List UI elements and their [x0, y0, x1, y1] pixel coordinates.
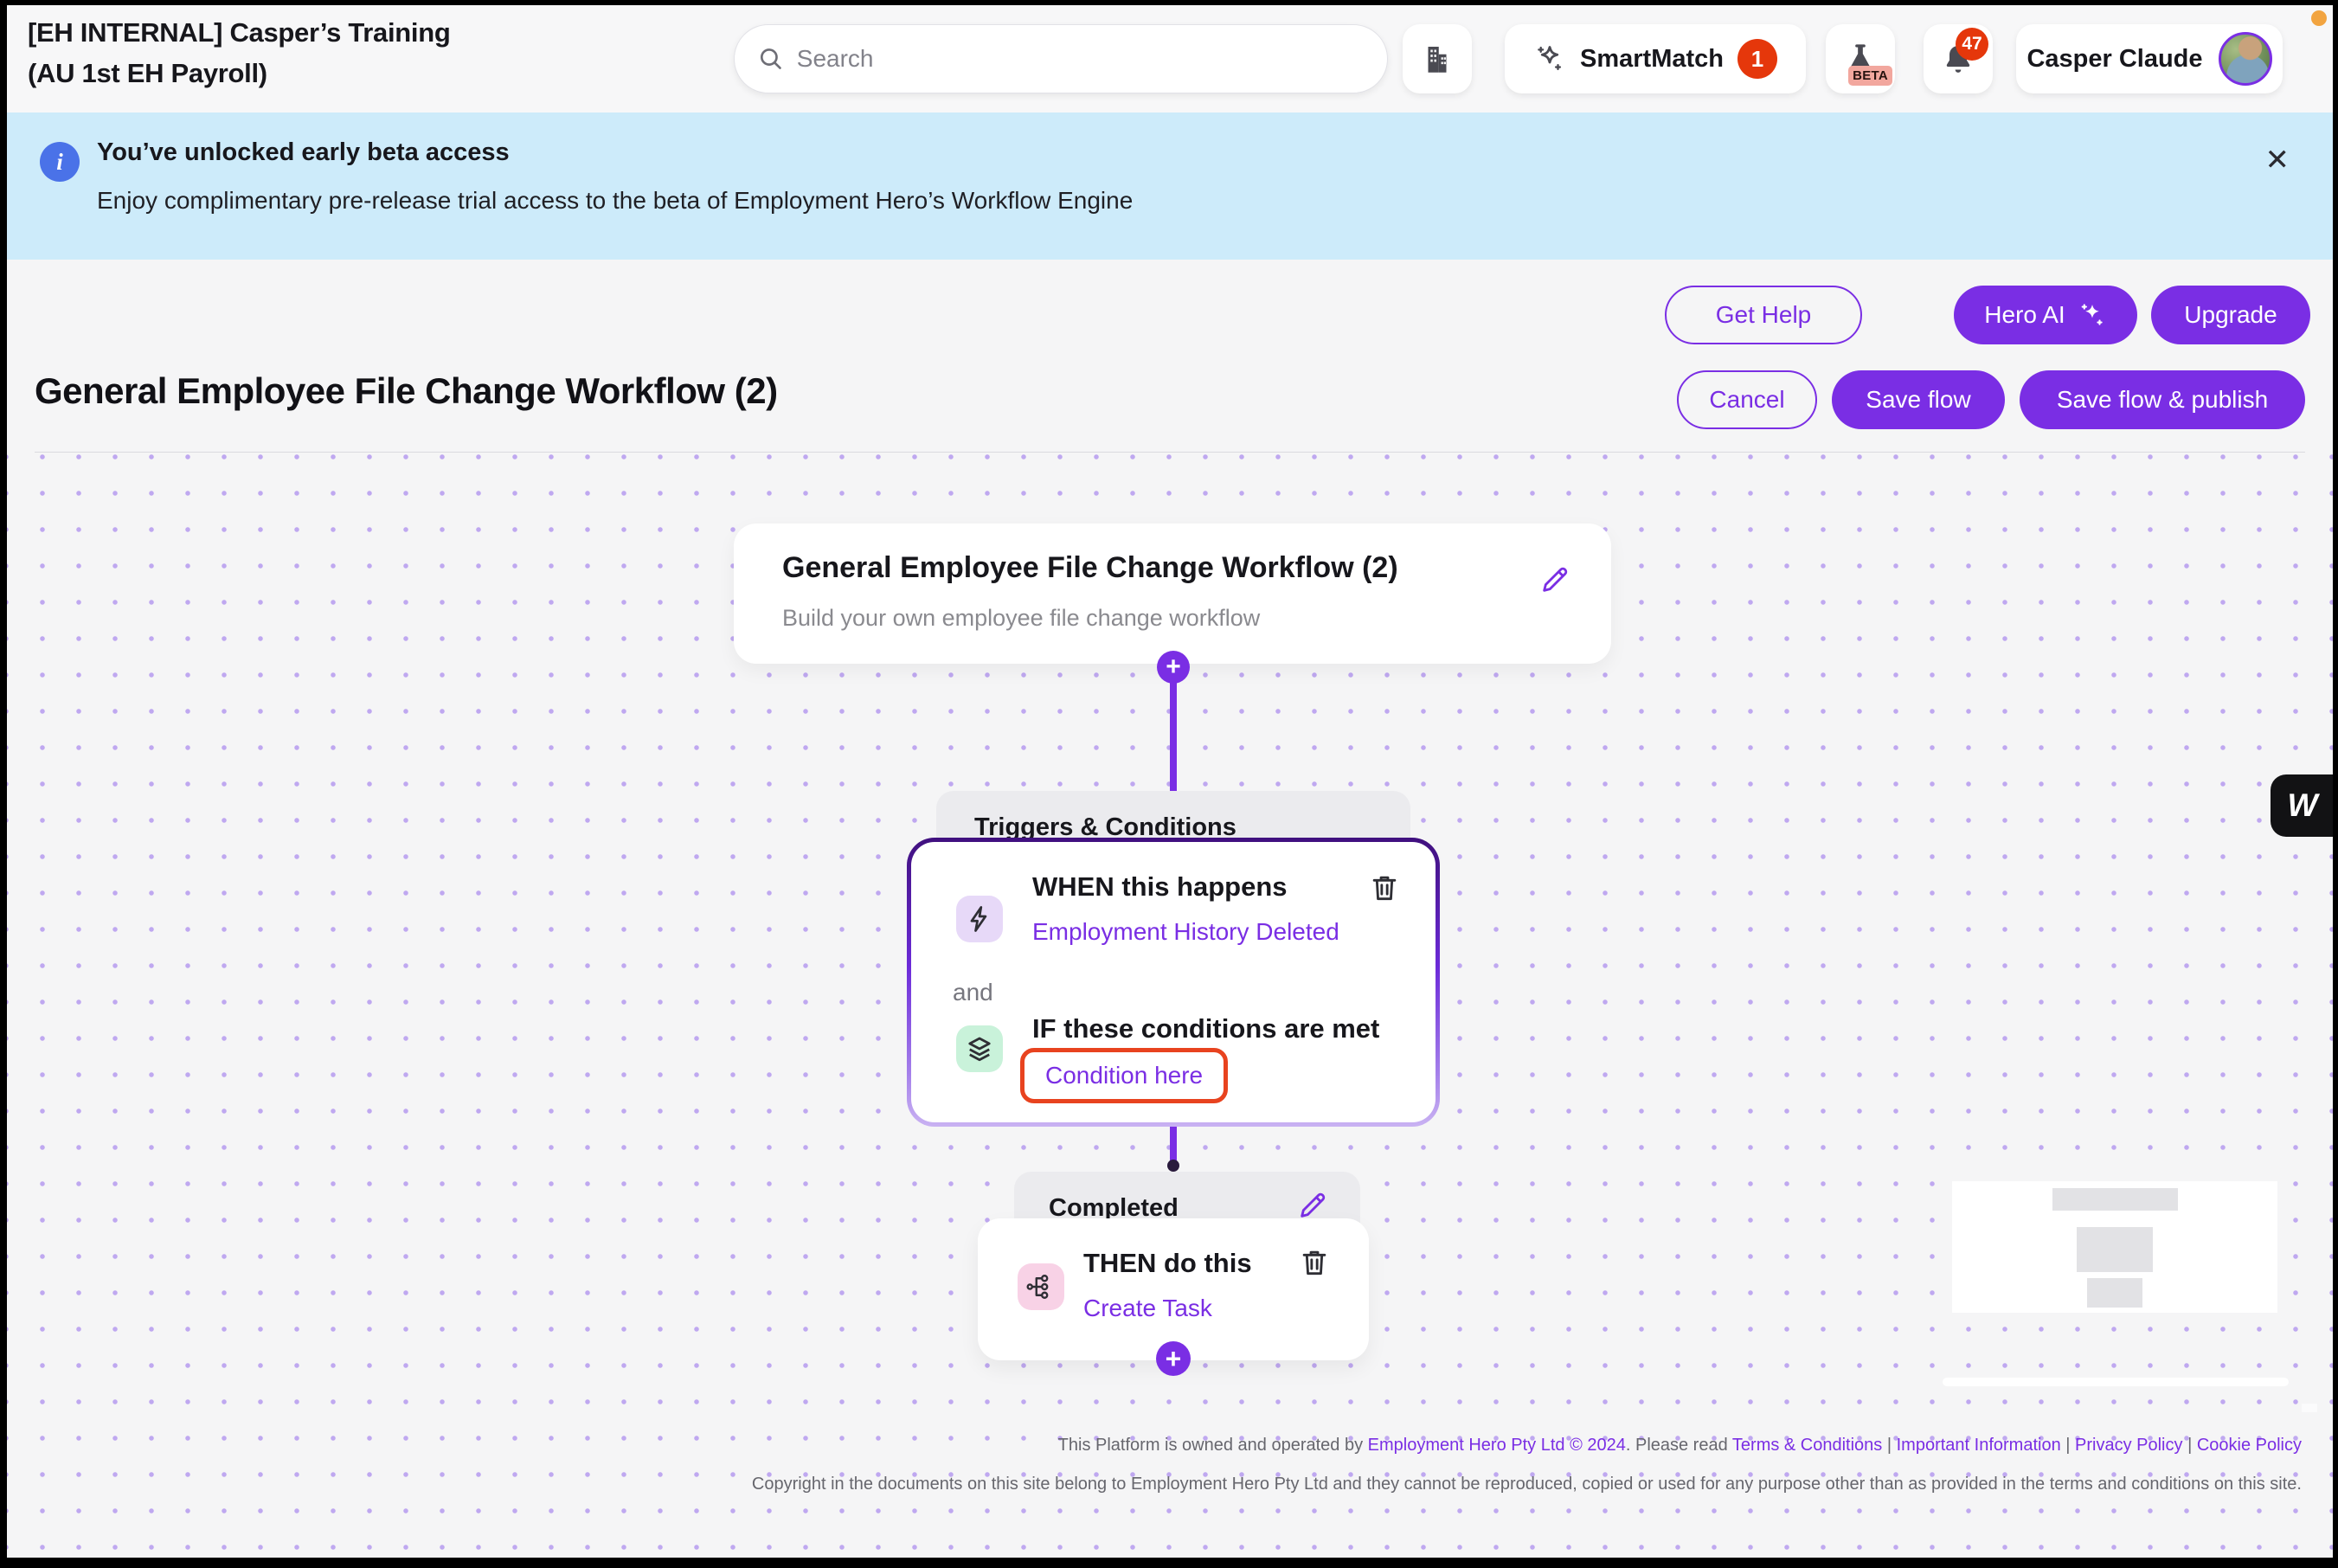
org-title-line2: (AU 1st EH Payroll) — [28, 58, 267, 88]
action-value-link[interactable]: Create Task — [1083, 1295, 1212, 1321]
connector-end-dot — [1167, 1160, 1179, 1172]
footer-separator: | — [1882, 1436, 1897, 1455]
privacy-policy-link[interactable]: Privacy Policy — [2075, 1436, 2183, 1455]
workflow-editor-content: Get Help Hero AI Upgrade Cancel Save flo… — [7, 260, 2333, 1558]
footer-line2: Copyright in the documents on this site … — [751, 1475, 2302, 1494]
search-icon — [760, 48, 781, 69]
user-name: Casper Claude — [2026, 44, 2203, 73]
sparkle-icon — [2081, 304, 2103, 325]
banner-subtitle: Enjoy complimentary pre-release trial ac… — [97, 187, 1134, 214]
upgrade-button[interactable]: Upgrade — [2151, 286, 2310, 344]
close-icon[interactable]: ✕ — [2264, 144, 2290, 177]
user-menu-button[interactable]: Casper Claude — [2016, 24, 2283, 93]
get-help-button[interactable]: Get Help — [1665, 286, 1862, 344]
save-flow-label: Save flow — [1866, 386, 1971, 413]
condition-icon-badge — [956, 1025, 1003, 1072]
then-action-node[interactable]: THEN do this Create Task — [978, 1218, 1369, 1360]
skeleton-block — [2087, 1278, 2142, 1308]
beta-badge: BETA — [1848, 66, 1892, 86]
triggers-conditions-node[interactable]: WHEN this happens Employment History Del… — [907, 838, 1440, 1127]
recording-indicator-dot — [2311, 10, 2327, 26]
divider — [35, 452, 2305, 453]
notifications-button[interactable]: 47 — [1924, 24, 1993, 93]
edit-pencil-icon[interactable] — [1538, 562, 1573, 596]
connector-line — [1170, 1121, 1177, 1165]
footer: This Platform is owned and operated by E… — [485, 1426, 2302, 1504]
add-node-button[interactable]: + — [1156, 1341, 1191, 1376]
page-title: General Employee File Change Workflow (2… — [35, 370, 778, 411]
connector-line — [1170, 670, 1177, 800]
cookie-policy-link[interactable]: Cookie Policy — [2196, 1436, 2302, 1455]
smartmatch-button[interactable]: SmartMatch 1 — [1505, 24, 1806, 93]
top-header: [EH INTERNAL] Casper’s Training (AU 1st … — [7, 5, 2333, 112]
add-node-button[interactable]: + — [1157, 651, 1190, 684]
workflow-title-node[interactable]: General Employee File Change Workflow (2… — [734, 524, 1611, 664]
footer-text: . Please read — [1625, 1436, 1732, 1455]
footer-separator: | — [2060, 1436, 2076, 1455]
get-help-label: Get Help — [1715, 301, 1812, 328]
when-heading: WHEN this happens — [1032, 871, 1288, 902]
smartmatch-label: SmartMatch — [1580, 44, 1724, 73]
hero-ai-button[interactable]: Hero AI — [1954, 286, 2137, 344]
notifications-count-badge: 47 — [1956, 28, 1988, 61]
completed-label: Completed — [1049, 1193, 1179, 1222]
save-flow-publish-button[interactable]: Save flow & publish — [2020, 370, 2305, 429]
condition-value-link[interactable]: Condition here — [1045, 1062, 1204, 1089]
scrollbar-thumb[interactable] — [2302, 1404, 2317, 1412]
workflow-node-subtitle: Build your own employee file change work… — [782, 605, 1261, 631]
then-heading: THEN do this — [1083, 1248, 1252, 1278]
search-input[interactable] — [796, 45, 1365, 73]
scrollbar-track[interactable] — [1943, 1378, 2289, 1386]
flask-icon — [1851, 44, 1870, 72]
workflows-dock-button[interactable]: W — [2271, 774, 2333, 837]
terms-link[interactable]: Terms & Conditions — [1731, 1436, 1883, 1455]
sparkle-icon — [1538, 46, 1562, 71]
workflow-node-title: General Employee File Change Workflow (2… — [782, 551, 1398, 584]
organisation-button[interactable] — [1403, 24, 1472, 93]
delete-action-icon[interactable] — [1298, 1246, 1331, 1279]
layers-icon — [968, 1037, 991, 1062]
hero-ai-label: Hero AI — [1984, 301, 2065, 328]
condition-highlight-box: Condition here — [1020, 1048, 1229, 1103]
smartmatch-count-badge: 1 — [1737, 39, 1777, 79]
loading-widget-panel — [1952, 1181, 2277, 1313]
skeleton-block — [2052, 1188, 2178, 1211]
org-title: [EH INTERNAL] Casper’s Training (AU 1st … — [28, 12, 451, 93]
delete-trigger-icon[interactable] — [1368, 871, 1401, 904]
banner-title: You’ve unlocked early beta access — [97, 138, 510, 166]
important-info-link[interactable]: Important Information — [1896, 1436, 2061, 1455]
if-heading: IF these conditions are met — [1032, 1013, 1380, 1044]
org-title-line1: [EH INTERNAL] Casper’s Training — [28, 17, 451, 48]
lightning-icon — [970, 906, 987, 932]
upgrade-label: Upgrade — [2184, 301, 2277, 328]
edit-pencil-icon[interactable] — [1296, 1187, 1331, 1222]
global-search[interactable] — [734, 24, 1388, 93]
triggers-conditions-label: Triggers & Conditions — [974, 813, 1236, 841]
avatar — [2218, 32, 2272, 86]
info-icon: i — [40, 142, 80, 182]
company-link[interactable]: Employment Hero Pty Ltd © 2024 — [1367, 1436, 1626, 1455]
beta-labs-button[interactable]: BETA — [1826, 24, 1895, 93]
cancel-label: Cancel — [1709, 386, 1785, 413]
cancel-button[interactable]: Cancel — [1677, 370, 1817, 429]
save-flow-button[interactable]: Save flow — [1832, 370, 2005, 429]
building-icon — [1428, 47, 1447, 73]
conjunction-label: and — [953, 979, 993, 1006]
app-screen: [EH INTERNAL] Casper’s Training (AU 1st … — [7, 5, 2333, 1558]
action-icon-badge — [1018, 1263, 1064, 1310]
trigger-value-link[interactable]: Employment History Deleted — [1032, 918, 1339, 945]
save-flow-publish-label: Save flow & publish — [2056, 386, 2269, 413]
skeleton-block — [2077, 1227, 2153, 1272]
footer-line1: This Platform is owned and operated by E… — [485, 1426, 2302, 1465]
footer-text: This Platform is owned and operated by — [1057, 1436, 1368, 1455]
beta-access-banner: i You’ve unlocked early beta access Enjo… — [7, 112, 2333, 260]
branch-icon — [1026, 1275, 1049, 1299]
trigger-icon-badge — [956, 896, 1003, 942]
footer-separator: | — [2182, 1436, 2197, 1455]
